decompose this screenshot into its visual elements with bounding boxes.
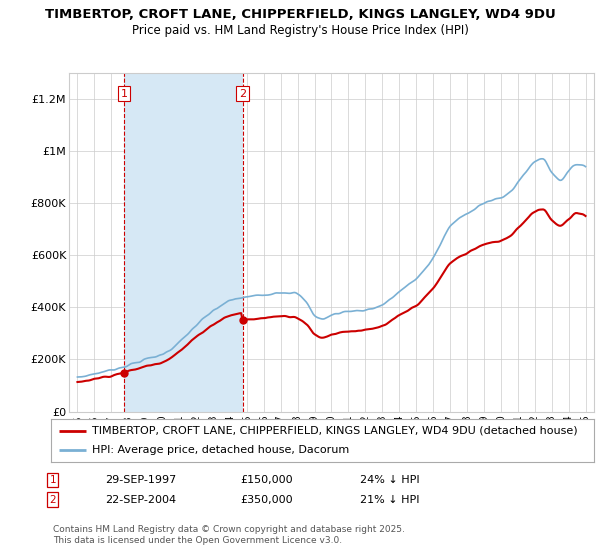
Text: Contains HM Land Registry data © Crown copyright and database right 2025.
This d: Contains HM Land Registry data © Crown c… — [53, 525, 404, 545]
Text: Price paid vs. HM Land Registry's House Price Index (HPI): Price paid vs. HM Land Registry's House … — [131, 24, 469, 36]
Text: 24% ↓ HPI: 24% ↓ HPI — [360, 475, 419, 485]
Text: £150,000: £150,000 — [240, 475, 293, 485]
Text: TIMBERTOP, CROFT LANE, CHIPPERFIELD, KINGS LANGLEY, WD4 9DU (detached house): TIMBERTOP, CROFT LANE, CHIPPERFIELD, KIN… — [92, 426, 577, 436]
Text: 2: 2 — [239, 88, 246, 99]
Text: 2: 2 — [49, 494, 56, 505]
Text: £350,000: £350,000 — [240, 494, 293, 505]
Text: 21% ↓ HPI: 21% ↓ HPI — [360, 494, 419, 505]
Text: 1: 1 — [49, 475, 56, 485]
Text: 22-SEP-2004: 22-SEP-2004 — [105, 494, 176, 505]
Text: HPI: Average price, detached house, Dacorum: HPI: Average price, detached house, Daco… — [92, 445, 349, 455]
Text: 1: 1 — [121, 88, 128, 99]
Text: 29-SEP-1997: 29-SEP-1997 — [105, 475, 176, 485]
Text: TIMBERTOP, CROFT LANE, CHIPPERFIELD, KINGS LANGLEY, WD4 9DU: TIMBERTOP, CROFT LANE, CHIPPERFIELD, KIN… — [44, 8, 556, 21]
Bar — [124, 73, 242, 412]
